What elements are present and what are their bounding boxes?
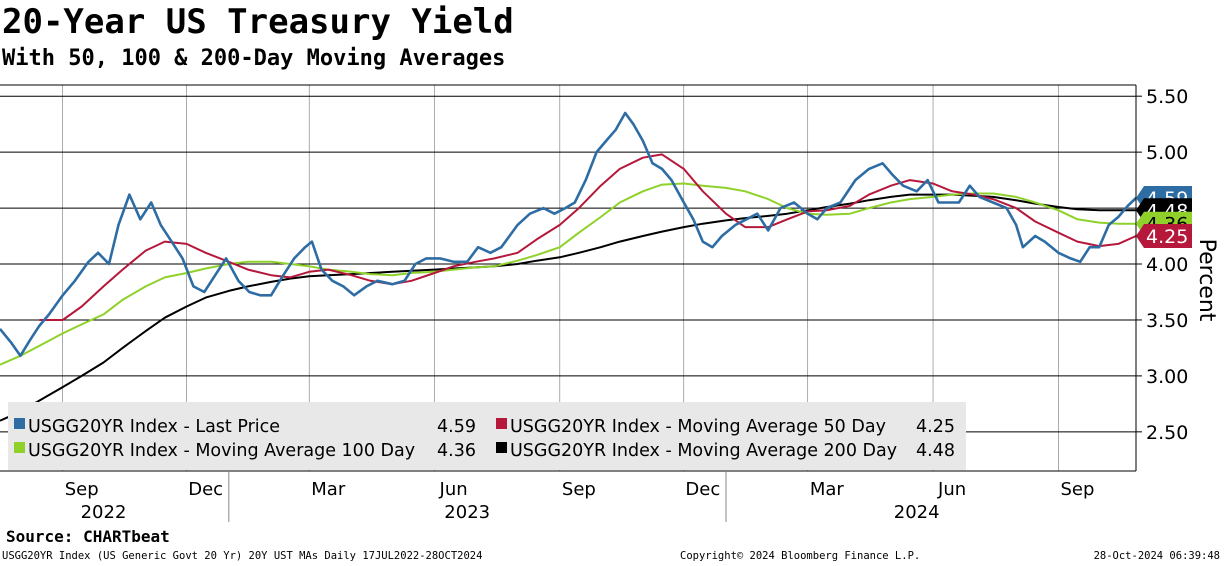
- legend-label-ma200: USGG20YR Index - Moving Average 200 Day: [510, 441, 897, 461]
- last-value-tags: 4.594.484.364.25: [1136, 186, 1192, 249]
- series-line-last-price: [0, 111, 1137, 358]
- y-tick-label: 2.50: [1146, 422, 1188, 444]
- series-line-ma200: [0, 193, 1136, 422]
- y-axis-label: Percent: [1194, 239, 1219, 322]
- year-label: 2023: [444, 502, 490, 523]
- x-tick-label: Dec: [188, 479, 223, 500]
- axis-layer: 5.505.004.504.003.503.002.50SepDecMarJun…: [0, 84, 1188, 523]
- y-tick-label: 5.00: [1146, 142, 1188, 164]
- chart-subtitle: With 50, 100 & 200-Day Moving Averages: [2, 46, 506, 71]
- footer-timestamp: 28-Oct-2024 06:39:48: [1093, 550, 1220, 562]
- footer-copyright: Copyright© 2024 Bloomberg Finance L.P.: [680, 550, 921, 562]
- series-layer: [0, 111, 1137, 422]
- last-value-tag-ma50: [1136, 224, 1192, 249]
- series-line-ma50: [39, 153, 1137, 321]
- series-line-ma100: [0, 182, 1136, 366]
- legend-swatch-ma200: [496, 442, 507, 453]
- legend-label-ma50: USGG20YR Index - Moving Average 50 Day: [510, 417, 886, 437]
- x-tick-label: Sep: [65, 479, 99, 500]
- x-tick-label: Sep: [1060, 479, 1094, 500]
- year-label: 2024: [894, 502, 940, 523]
- legend-label-last-price: USGG20YR Index - Last Price: [28, 417, 280, 437]
- last-value-label-ma50: 4.25: [1146, 226, 1188, 248]
- y-tick-label: 3.50: [1146, 310, 1188, 332]
- y-tick-label: 5.50: [1146, 86, 1188, 108]
- legend-swatch-ma50: [496, 418, 507, 429]
- legend: USGG20YR Index - Last Price 4.59 USGG20Y…: [8, 402, 966, 470]
- x-tick-label: Jun: [937, 479, 966, 500]
- x-tick-label: Sep: [562, 479, 596, 500]
- year-label: 2022: [81, 502, 127, 523]
- y-tick-label: 3.00: [1146, 366, 1188, 388]
- y-tick-label: 4.00: [1146, 254, 1188, 276]
- source-note: Source: CHARTbeat: [6, 527, 170, 546]
- footer-description: USGG20YR Index (US Generic Govt 20 Yr) 2…: [2, 550, 483, 562]
- chart-title: 20-Year US Treasury Yield: [2, 2, 514, 42]
- legend-value-ma50: 4.25: [916, 417, 955, 437]
- legend-value-last-price: 4.59: [437, 417, 476, 437]
- legend-label-ma100: USGG20YR Index - Moving Average 100 Day: [28, 441, 415, 461]
- legend-value-ma100: 4.36: [437, 441, 476, 461]
- legend-value-ma200: 4.48: [916, 441, 955, 461]
- legend-swatch-last-price: [14, 418, 25, 429]
- x-tick-label: Dec: [685, 479, 720, 500]
- x-tick-label: Mar: [311, 479, 346, 500]
- legend-swatch-ma100: [14, 442, 25, 453]
- legend-background: [8, 402, 966, 470]
- x-tick-label: Mar: [810, 479, 845, 500]
- x-tick-label: Jun: [439, 479, 468, 500]
